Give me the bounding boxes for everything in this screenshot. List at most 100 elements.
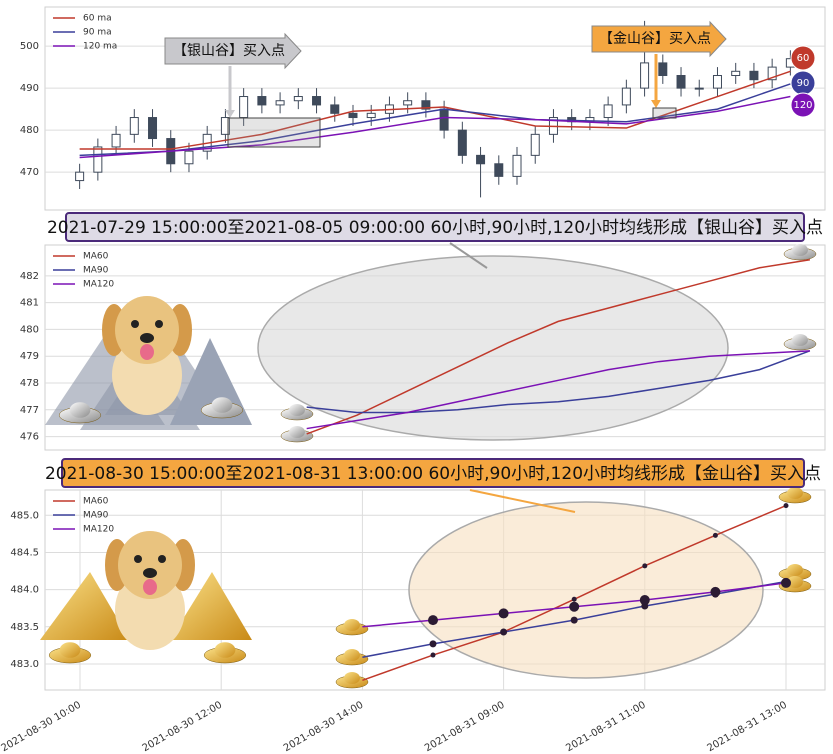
x-tick-label: 2021-08-31 09:00: [423, 700, 507, 754]
x-tick-label: 2021-08-31 13:00: [705, 700, 789, 754]
candle-body: [348, 112, 358, 119]
ingot: [344, 649, 360, 661]
annotation: 【银山谷】买入点: [173, 43, 285, 59]
y-tick-label: 479: [20, 351, 39, 362]
end-tag: [790, 45, 816, 71]
banner-title: 2021-07-29 15:00:00至2021-08-05 09:00:00 …: [47, 218, 823, 238]
ingot: [69, 402, 91, 418]
point: [430, 652, 436, 658]
ma-line: [306, 350, 810, 430]
legend-label: MA90: [83, 511, 109, 521]
dog-head: [118, 531, 182, 599]
point: [500, 628, 508, 636]
ingot: [59, 642, 81, 658]
legend-label: MA60: [83, 252, 109, 262]
callout: [164, 32, 302, 70]
candle-body: [220, 117, 230, 135]
dog-eye: [134, 555, 142, 563]
x-tick-label: 2021-08-30 12:00: [141, 700, 225, 754]
ingot: [214, 642, 236, 658]
ma-line: [306, 350, 811, 414]
candle-body: [239, 96, 249, 119]
point: [639, 595, 650, 606]
candle-body: [439, 108, 449, 131]
ingot: [289, 404, 305, 416]
ingot: [792, 244, 808, 256]
y-tick-label: 482: [20, 271, 39, 282]
candle-body: [293, 96, 303, 102]
x-tick-label: 2021-08-31 11:00: [564, 700, 648, 754]
dog-nose: [143, 568, 157, 578]
highlight: [257, 255, 729, 441]
candle-body: [257, 96, 267, 106]
point: [642, 563, 648, 569]
ma-line: [79, 83, 791, 157]
end-tag: [790, 92, 816, 118]
y-tick-label: 485.0: [10, 510, 39, 521]
candle-body: [494, 163, 504, 177]
pyramid: [170, 572, 252, 640]
candle-body: [530, 133, 540, 156]
point: [783, 503, 789, 509]
candle-body: [184, 150, 194, 165]
point: [571, 596, 577, 602]
legend-label: MA120: [83, 525, 114, 535]
candle-body: [476, 154, 486, 165]
dog-eye: [155, 320, 163, 328]
candle-body: [512, 154, 522, 177]
point: [710, 586, 721, 597]
legend-label: MA90: [83, 266, 109, 276]
y-tick-label: 490: [20, 83, 39, 94]
y-tick-label: 480: [20, 324, 39, 335]
y-tick-label: 484.5: [10, 547, 39, 558]
candle-body: [676, 75, 686, 89]
ingot: [787, 564, 803, 576]
point: [570, 616, 578, 624]
point: [712, 532, 718, 538]
legend-label: 120 ma: [83, 42, 117, 52]
highlight-box: [227, 117, 321, 148]
callout: [591, 20, 727, 58]
ingot: [344, 619, 360, 631]
point: [498, 608, 509, 619]
pyramid: [40, 572, 130, 640]
legend-label: MA120: [83, 280, 114, 290]
point: [569, 601, 580, 612]
ma-line: [79, 70, 791, 150]
candle-body: [75, 171, 85, 182]
candle-body: [767, 66, 777, 81]
candle-body: [694, 87, 704, 90]
end-tag-label: 60: [797, 53, 810, 64]
candle-body: [366, 112, 376, 119]
highlight: [408, 501, 764, 679]
y-tick-label: 484.0: [10, 585, 39, 596]
annotation: 【金山谷】买入点: [599, 31, 711, 47]
banner: [61, 458, 805, 488]
candle-body: [712, 75, 722, 89]
candle-body: [275, 100, 285, 106]
candle-body: [111, 133, 121, 148]
y-tick-label: 481: [20, 298, 39, 309]
banner-title: 2021-08-30 15:00:00至2021-08-31 13:00:00 …: [45, 464, 821, 484]
point: [428, 615, 438, 626]
ma-line: [306, 258, 811, 435]
candle-body: [749, 70, 759, 81]
legend-label: MA60: [83, 497, 109, 507]
ingot: [787, 576, 803, 588]
dog-eye: [131, 320, 139, 328]
y-tick-label: 480: [20, 125, 39, 136]
banner: [65, 212, 805, 242]
legend-label: 60 ma: [83, 14, 112, 24]
legend-label: 90 ma: [83, 28, 112, 38]
point: [429, 640, 437, 648]
x-tick-label: 2021-08-30 14:00: [282, 700, 366, 754]
candle-body: [640, 62, 650, 89]
y-tick-label: 500: [20, 41, 39, 52]
candle-body: [93, 146, 103, 173]
point: [781, 577, 791, 588]
highlight-box: [652, 107, 677, 119]
candle-body: [457, 129, 467, 156]
candle-body: [421, 100, 431, 110]
candle-body: [403, 100, 413, 106]
